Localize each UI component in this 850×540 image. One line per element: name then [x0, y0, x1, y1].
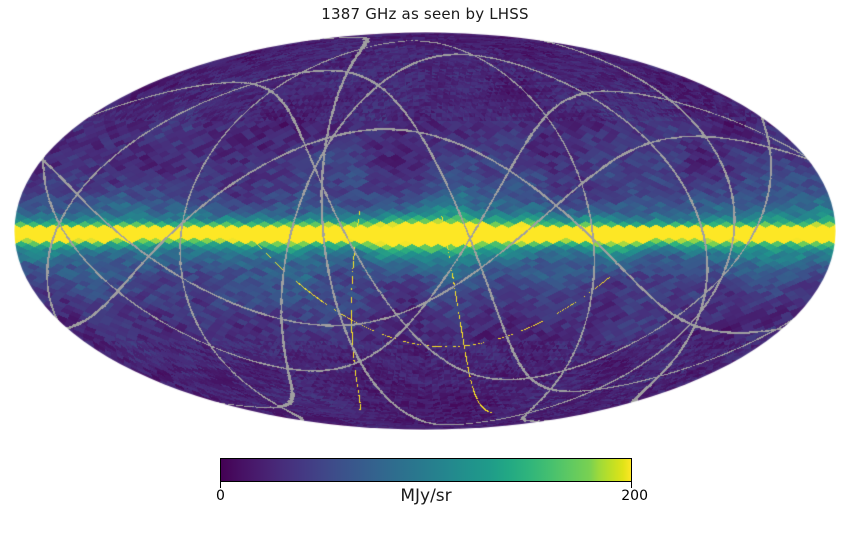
- colorbar-unit-label: MJy/sr: [400, 486, 452, 506]
- colorbar-tick-max: [631, 482, 632, 488]
- page-title: 1387 GHz as seen by LHSS: [321, 5, 529, 23]
- colorbar-min-label: 0: [216, 488, 225, 504]
- colorbar: 0 200 MJy/sr: [216, 458, 648, 506]
- colorbar-tick-min: [220, 482, 221, 488]
- colorbar-gradient: [220, 458, 632, 482]
- mollweide-projection-heatmap: [14, 32, 836, 430]
- sky-map: [14, 32, 836, 430]
- colorbar-max-label: 200: [621, 488, 648, 504]
